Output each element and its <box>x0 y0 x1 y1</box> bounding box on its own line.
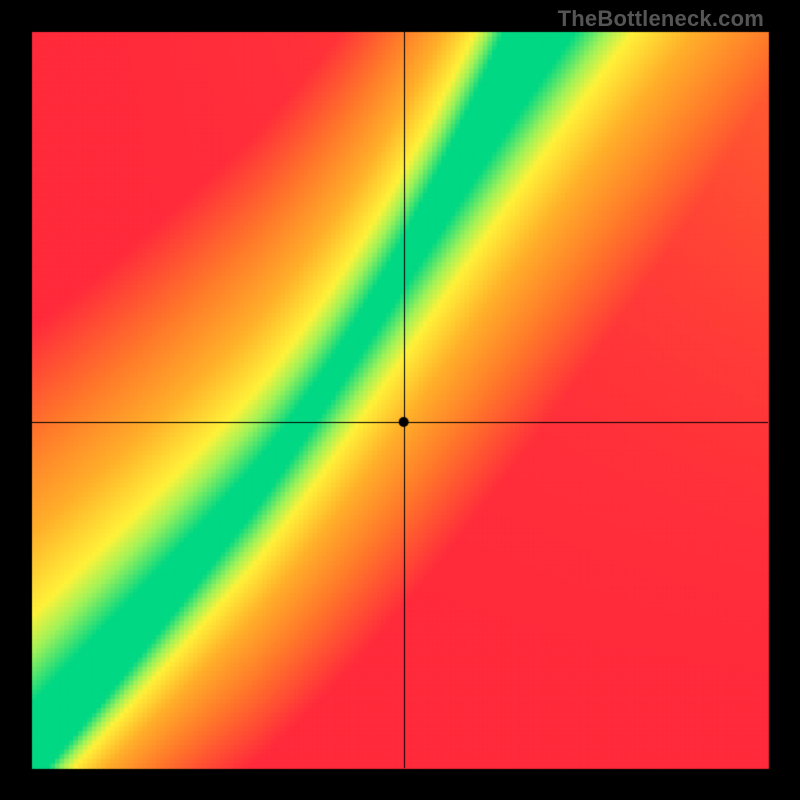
heatmap-canvas <box>0 0 800 800</box>
chart-container: TheBottleneck.com <box>0 0 800 800</box>
watermark-label: TheBottleneck.com <box>558 6 764 32</box>
